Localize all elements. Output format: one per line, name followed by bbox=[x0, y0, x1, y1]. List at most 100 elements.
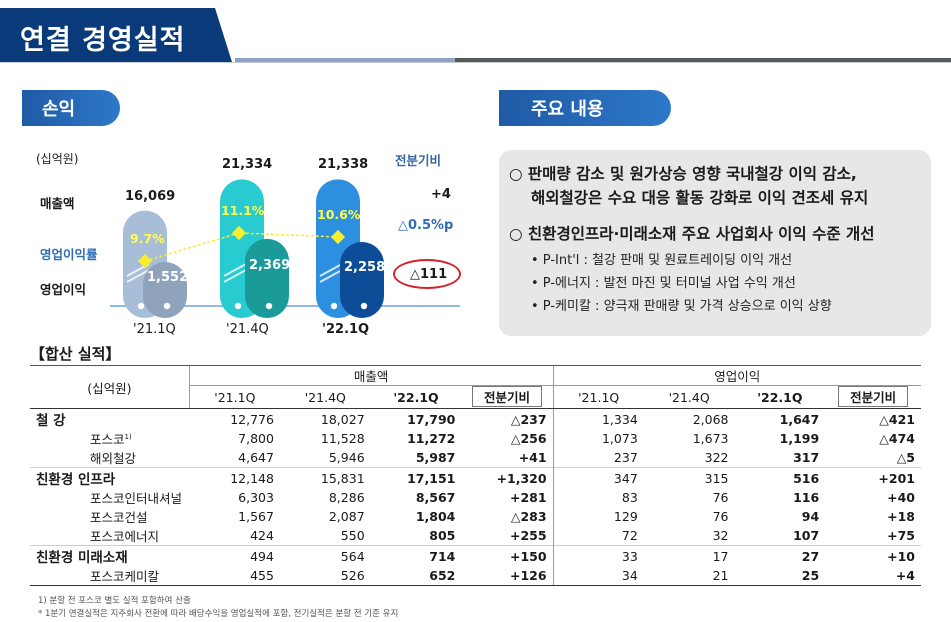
results-table: (십억원) 매출액 영업이익 '21.1Q '21.4Q '22.1Q 전분기비… bbox=[30, 365, 921, 586]
table-cell: 1,647 bbox=[779, 411, 820, 427]
table-cell: 83 bbox=[552, 488, 644, 507]
tab-key-points: 주요 내용 bbox=[499, 90, 671, 126]
col-header: '22.1Q bbox=[370, 385, 462, 409]
table-cell: 322 bbox=[704, 450, 729, 465]
col-header: '21.4Q bbox=[279, 385, 371, 409]
op-bar bbox=[245, 238, 289, 318]
margin-point bbox=[137, 253, 153, 269]
table-cell: +281 bbox=[510, 490, 547, 505]
title-underline bbox=[0, 62, 951, 63]
highlight-oval bbox=[393, 259, 461, 289]
bar-dot bbox=[330, 302, 338, 310]
table-cell: 714 bbox=[370, 545, 462, 566]
table-cell: +126 bbox=[461, 566, 554, 586]
table-cell: 76 bbox=[712, 490, 729, 505]
table-cell: 72 bbox=[552, 526, 644, 546]
pl-chart bbox=[110, 179, 460, 318]
footnote-2: * 1분기 연결실적은 지주회사 전환에 따라 배당수익을 영업실적에 포함, … bbox=[38, 609, 399, 619]
table-cell: 15,831 bbox=[279, 467, 371, 488]
row-name: 포스코에너지 bbox=[90, 529, 160, 544]
bar-dot bbox=[234, 302, 242, 310]
table-row: 포스코1) 7,800 11,528 11,272 △256 1,073 1,673 1,19… bbox=[30, 429, 921, 448]
table-cell: 2,087 bbox=[328, 509, 365, 524]
col-header: '21.1Q bbox=[188, 385, 280, 409]
row-name: 포스코케미칼 bbox=[30, 566, 190, 586]
table-cell: 2,068 bbox=[692, 411, 729, 427]
table-row: 친환경 인프라 12,148 15,831 17,151 +1,320 347 315 516… bbox=[30, 467, 921, 488]
col-header: '21.4Q bbox=[643, 385, 735, 409]
margin-diff: △0.5%p bbox=[398, 218, 454, 233]
table-cell: +41 bbox=[518, 450, 547, 465]
key-point-1-line2: 해외철강은 수요 대응 활동 강화로 이익 견조세 유지 bbox=[531, 189, 869, 207]
table-cell: 1,334 bbox=[552, 408, 644, 429]
key-point-sub-3: • P-케미칼 : 양극재 판매량 및 가격 상승으로 이익 상향 bbox=[531, 299, 832, 314]
table-cell: 494 bbox=[189, 545, 280, 566]
key-point-sub-2: • P-에너지 : 발전 마진 및 터미널 사업 수익 개선 bbox=[531, 276, 796, 291]
table-cell: 17,790 bbox=[407, 411, 456, 427]
table-cell: 5,987 bbox=[415, 450, 456, 465]
table-cell: +1,320 bbox=[461, 467, 554, 488]
table-cell: 12,148 bbox=[189, 467, 280, 488]
table-cell: 1,199 bbox=[779, 431, 820, 446]
table-cell: 12,776 bbox=[230, 411, 274, 427]
row-name: 친환경 인프라 bbox=[30, 467, 190, 488]
table-cell: +4 bbox=[825, 566, 921, 586]
table-cell: 27 bbox=[734, 545, 826, 566]
bar-decoration bbox=[319, 269, 343, 283]
table-row: 친환경 미래소재 494 564 714 +150 33 17 27 +10 bbox=[30, 545, 921, 566]
row-name: 친환경 미래소재 bbox=[30, 545, 190, 566]
op-value-label: 1,552 bbox=[147, 270, 189, 285]
row-label-margin: 영업이익률 bbox=[40, 247, 98, 262]
bar-decoration bbox=[223, 263, 247, 277]
table-unit: (십억원) bbox=[30, 365, 190, 409]
table-cell: 8,567 bbox=[415, 490, 456, 505]
table-cell: 1,567 bbox=[238, 509, 274, 524]
op-bar bbox=[143, 262, 187, 318]
table-row: 철 강 12,776 18,027 17,790 △237 1,334 2,068 1,647… bbox=[30, 408, 921, 429]
table-cell: 550 bbox=[340, 528, 365, 543]
row-name: 포스코건설 bbox=[90, 510, 148, 525]
table-cell: △237 bbox=[510, 411, 547, 427]
table-cell: 6,303 bbox=[238, 490, 274, 505]
table-cell: 455 bbox=[189, 566, 280, 586]
table-cell: 94 bbox=[801, 509, 820, 524]
title-banner bbox=[0, 8, 232, 62]
table-cell: 7,800 bbox=[238, 431, 274, 446]
table-cell: 76 bbox=[712, 509, 729, 524]
margin-value-label: 11.1% bbox=[221, 203, 265, 218]
table-cell: 526 bbox=[279, 566, 371, 586]
table-row: 포스코건설 1,567 2,087 1,804 △283 129 76 94 +18 bbox=[30, 507, 921, 526]
table-cell: 564 bbox=[279, 545, 371, 566]
table-row: 해외철강 4,647 5,946 5,987 +41 237 322 317 △5 bbox=[30, 448, 921, 468]
quarter-label-3: '22.1Q bbox=[322, 322, 370, 337]
title-divider-accent bbox=[235, 58, 455, 62]
sales-diff: +4 bbox=[431, 187, 451, 202]
bar-dot bbox=[265, 302, 273, 310]
table-cell: 116 bbox=[793, 490, 820, 505]
op-value-label: 2,369 bbox=[249, 258, 291, 274]
table-cell: 11,272 bbox=[407, 431, 456, 446]
col-header: '22.1Q bbox=[734, 385, 826, 409]
chart-unit: (십억원) bbox=[36, 152, 79, 166]
footnote-1: 1) 분할 전 포스코 별도 실적 포함하여 산출 bbox=[38, 596, 191, 606]
key-point-1: ○ 판매량 감소 및 원가상승 영향 국내철강 이익 감소, 해외철강은 수요 … bbox=[509, 162, 921, 210]
table-cell: 4,647 bbox=[238, 450, 274, 465]
quarter-label-2: '21.4Q bbox=[226, 322, 269, 337]
margin-point bbox=[330, 229, 346, 245]
bar-dot bbox=[360, 302, 368, 310]
table-cell: +18 bbox=[887, 509, 915, 524]
bar-decoration bbox=[223, 269, 247, 283]
group-header-op: 영업이익 bbox=[552, 365, 921, 386]
table-cell: 424 bbox=[250, 528, 274, 543]
sales-value-label: 21,338 bbox=[318, 157, 369, 173]
table-cell: 315 bbox=[643, 467, 735, 488]
group-header-sales: 매출액 bbox=[188, 365, 554, 386]
row-name: 포스코인터내셔널 bbox=[90, 491, 183, 506]
table-row: 포스코케미칼 455 526 652 +126 34 21 25 +4 bbox=[30, 566, 921, 586]
table-cell: 317 bbox=[793, 450, 820, 465]
table-cell: △256 bbox=[510, 431, 547, 446]
row-label-op: 영업이익 bbox=[40, 282, 87, 297]
table-cell: +201 bbox=[825, 467, 921, 488]
table-cell: +150 bbox=[461, 545, 554, 566]
margin-value-label: 9.7% bbox=[130, 231, 165, 246]
